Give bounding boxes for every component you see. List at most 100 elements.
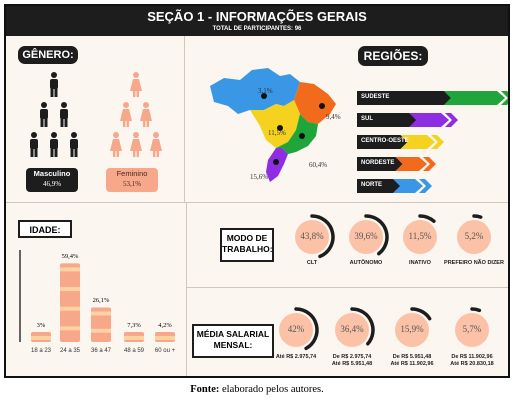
ring [455,307,489,347]
age-category-label: 18 a 23 [30,348,52,354]
map-dot-nordeste [319,103,325,109]
ring-category-label: De R$ 2.975,74 Até R$ 5.951,48 [331,354,373,367]
map-label-centro-oeste: 11,5% [268,129,286,137]
map-dot-sul [273,159,279,165]
region-arrow-centro-oeste [357,135,444,149]
map-dot-norte [261,93,267,99]
caption-bold: Fonte: [190,384,220,395]
ring-value-label: 15,9% [400,324,424,334]
feminino-pct: 53,1% [122,180,142,188]
age-value-label: 7,3% [127,322,141,329]
ring [457,214,491,254]
ring-value-label: 43,8% [300,231,324,241]
map-sul [266,148,288,182]
age-value-label: 59,4% [61,253,79,261]
modo-heading: MODO DE TRABALHO: [220,228,274,262]
ring-category-label: De R$ 11.902,96 Até R$ 20.830,18 [450,354,494,367]
ring-arc [364,214,389,256]
ring-arc [350,307,375,346]
map-label-norte: 3,1% [258,87,273,95]
age-category-label: 48 a 59 [123,348,145,354]
ring-value-label: 5,2% [464,231,484,241]
ring-category-label: CLT [306,260,318,266]
map-norte [210,68,300,114]
divider [187,287,508,288]
age-category-label: 60 ou + [154,348,176,354]
feminino-badge: Feminino 53,1% [106,168,158,192]
ring-arc [294,307,319,351]
ring-value-label: 11,5% [408,231,432,241]
male-icon-group [30,72,78,157]
age-category-label: 24 a 35 [59,348,81,354]
infographic-frame: SEÇÃO 1 - INFORMAÇÕES GERAIS TOTAL DE PA… [4,4,510,378]
ring-arc [472,214,483,219]
divider [6,202,508,203]
caption-text: elaborado pelos autores. [219,384,324,395]
ring-category-label: INATIVO [409,260,431,266]
ring [279,307,319,351]
ring [335,307,375,347]
salario-ring-chart [279,307,489,351]
divider [186,203,187,376]
masculino-label: Masculino [33,169,71,178]
ring-arc [418,214,436,223]
genero-heading: GÊNERO: [18,46,78,64]
map-dot-centro-oeste [277,125,283,131]
modo-ring-chart [295,214,491,259]
region-arrow-norte [357,179,432,193]
salario-heading: MÉDIA SALARIAL MENSAL: [192,324,274,358]
map-label-nordeste: 9,4% [326,113,341,121]
age-bar-chart [19,250,175,342]
idade-heading: IDADE: [18,220,72,238]
map-label-sul: 15,6% [250,173,269,181]
header-bar: SEÇÃO 1 - INFORMAÇÕES GERAIS TOTAL DE PA… [6,6,508,36]
map-centro-oeste [250,100,300,148]
caption: Fonte: elaborado pelos autores. [0,384,514,395]
age-bar [124,332,144,342]
region-arrow-sudeste [357,91,508,105]
ring [295,214,335,259]
age-bar [31,332,51,342]
ring [349,214,389,256]
page-subtitle: TOTAL DE PARTICIPANTES: 96 [212,26,302,32]
ring [395,307,432,347]
masculino-pct: 46,9% [42,180,62,188]
ring-value-label: 36,4% [340,324,364,334]
people-icons [30,72,162,157]
age-value-label: 26,1% [92,297,110,305]
ring-value-label: 39,6% [354,231,378,241]
brazil-map [210,68,336,182]
page-title: SEÇÃO 1 - INFORMAÇÕES GERAIS [147,9,367,24]
map-label-sudeste: 60,4% [309,161,328,169]
ring-category-label: De R$ 5.951,48 Até R$ 11.902,96 [390,354,434,367]
ring-category-label: PREFEIRO NÃO DIZER [444,260,504,266]
map-nordeste [294,82,336,124]
map-dot-sudeste [299,133,305,139]
feminino-label: Feminino [116,169,148,178]
age-value-label: 4,2% [158,322,172,329]
age-bar [91,307,111,342]
masculino-badge: Masculino 46,9% [26,168,78,192]
region-label-sudeste: SUDESTE [361,94,390,100]
ring-arc [470,307,482,313]
ring-value-label: 5,7% [462,324,482,334]
region-arrow-sul [357,113,458,127]
ring-category-label: Até R$ 2.975,74 [275,354,317,360]
region-label-sul: SUL [361,116,373,122]
ring-arc [410,307,432,321]
age-bar [155,332,175,342]
divider [184,36,185,202]
map-sudeste [276,114,318,154]
ring [403,214,437,254]
age-bar [60,263,80,342]
age-category-label: 36 a 47 [90,348,112,354]
ring-value-label: 42% [287,324,305,334]
region-label-centro-oeste: CENTRO-OESTE [361,138,409,144]
female-icon-group [110,72,162,157]
region-label-norte: NORTE [361,182,382,188]
age-value-label: 3% [36,322,46,329]
regioes-heading: REGIÕES: [358,46,428,66]
ring-arc [310,214,335,259]
ring-category-label: AUTÔNOMO [349,260,383,266]
region-arrow-nordeste [357,157,436,171]
